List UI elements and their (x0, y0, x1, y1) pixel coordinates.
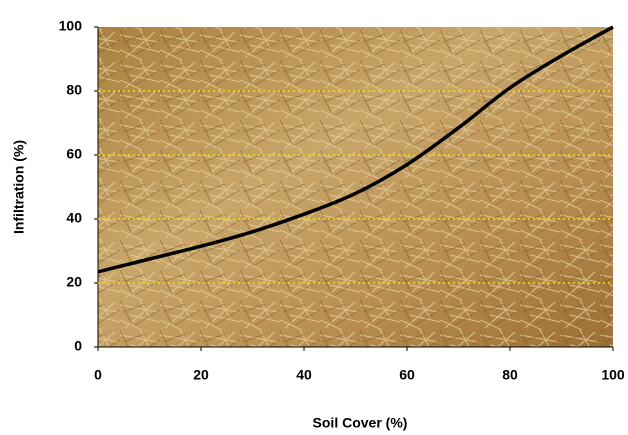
plot-texture (98, 27, 613, 347)
x-tick-label: 80 (502, 367, 518, 383)
y-tick-label: 80 (66, 82, 82, 98)
y-axis-label: Infiltration (%) (11, 140, 27, 234)
x-tick-label: 40 (296, 367, 312, 383)
x-axis-label: Soil Cover (%) (313, 415, 408, 431)
y-tick-label: 100 (59, 18, 83, 34)
y-tick-label: 60 (66, 146, 82, 162)
y-tick-label: 20 (66, 274, 82, 290)
y-tick-label: 0 (74, 338, 82, 354)
x-tick-label: 60 (399, 367, 415, 383)
x-tick-label: 20 (193, 367, 209, 383)
y-tick-label: 40 (66, 210, 82, 226)
x-tick-label: 0 (94, 367, 102, 383)
x-tick-label: 100 (601, 367, 625, 383)
page: Soil Cover (%) Infiltration (%) 0 20 40 60 8… (0, 0, 628, 435)
chart: Soil Cover (%) Infiltration (%) 0 20 40 60 8… (0, 0, 628, 435)
